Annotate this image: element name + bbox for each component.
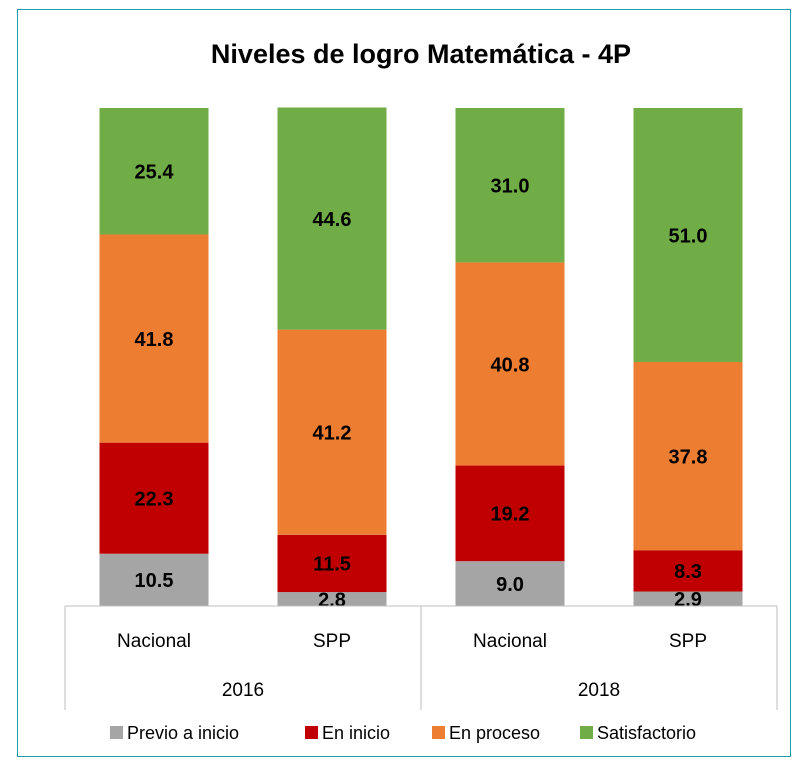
bar-segment	[277, 107, 387, 330]
data-label: 51.0	[669, 225, 708, 247]
bar-segment	[455, 262, 565, 466]
legend-label: Previo a inicio	[127, 723, 239, 743]
bar-segment	[633, 550, 743, 592]
legend-label: En proceso	[449, 723, 540, 743]
data-label: 40.8	[491, 354, 530, 376]
x-tick-label: Nacional	[473, 631, 547, 652]
bar-segment	[99, 234, 209, 443]
bar-segment	[455, 465, 565, 562]
data-label: 25.4	[135, 162, 175, 184]
x-tick-label: Nacional	[117, 631, 191, 652]
data-label: 41.8	[135, 329, 174, 351]
bar-segment	[277, 329, 387, 535]
data-label: 19.2	[491, 504, 530, 526]
group-label: 2018	[578, 680, 620, 701]
data-label: 10.5	[135, 570, 174, 592]
bar-segment	[455, 108, 565, 263]
x-tick-label: SPP	[669, 631, 707, 652]
legend-swatch	[432, 726, 445, 739]
legend-label: En inicio	[322, 723, 390, 743]
data-label: 11.5	[313, 554, 351, 576]
legend-swatch	[110, 726, 123, 739]
bar-segment	[99, 108, 209, 235]
bar-segment	[455, 561, 565, 606]
data-label: 9.0	[496, 574, 524, 596]
bar-segment	[633, 361, 743, 551]
x-tick-label: SPP	[313, 631, 351, 652]
chart-title: Niveles de logro Matemática - 4P	[211, 39, 631, 69]
data-label: 22.3	[135, 488, 174, 510]
legend-swatch	[580, 726, 593, 739]
data-label: 31.0	[491, 175, 530, 197]
legend-label: Satisfactorio	[597, 723, 696, 743]
data-label: 2.8	[318, 589, 346, 611]
bar-segment	[633, 108, 743, 362]
data-label: 37.8	[669, 446, 708, 468]
group-label: 2016	[222, 680, 264, 701]
data-label: 41.2	[313, 422, 352, 444]
bar-segment	[277, 592, 387, 606]
data-label: 8.3	[674, 561, 702, 583]
bar-segment	[633, 591, 743, 606]
data-label: 2.9	[674, 589, 702, 611]
data-label: 44.6	[313, 209, 352, 231]
legend-swatch	[305, 726, 318, 739]
bar-segment	[277, 534, 387, 593]
bar-segment	[99, 553, 209, 606]
bar-segment	[99, 442, 209, 554]
